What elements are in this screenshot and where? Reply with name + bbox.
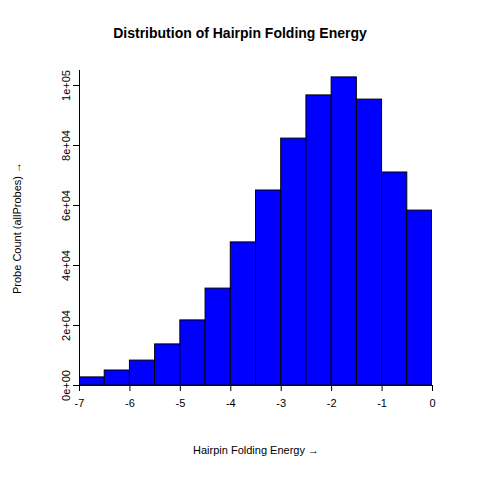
- svg-text:8e+04: 8e+04: [60, 130, 72, 161]
- svg-text:-6: -6: [125, 397, 135, 409]
- svg-text:1e+05: 1e+05: [60, 70, 72, 101]
- svg-text:-4: -4: [226, 397, 236, 409]
- svg-text:4e+04: 4e+04: [60, 250, 72, 281]
- svg-text:2e+04: 2e+04: [60, 310, 72, 341]
- html-text:Distribution of Hairpin Foldin: Distribution of Hairpin Folding Energy: [113, 25, 367, 41]
- svg-text:-2: -2: [327, 397, 337, 409]
- svg-text:-3: -3: [276, 397, 286, 409]
- svg-text:-5: -5: [175, 397, 185, 409]
- svg-text:Hairpin Folding Energy →: Hairpin Folding Energy →: [193, 444, 319, 456]
- svg-text:0e+00: 0e+00: [60, 370, 72, 401]
- svg-text:0: 0: [429, 397, 435, 409]
- svg-text:-7: -7: [75, 397, 85, 409]
- svg-text:6e+04: 6e+04: [60, 190, 72, 221]
- svg-text:Probe Count (allProbes) →: Probe Count (allProbes) →: [11, 162, 23, 294]
- svg-text:-1: -1: [377, 397, 387, 409]
